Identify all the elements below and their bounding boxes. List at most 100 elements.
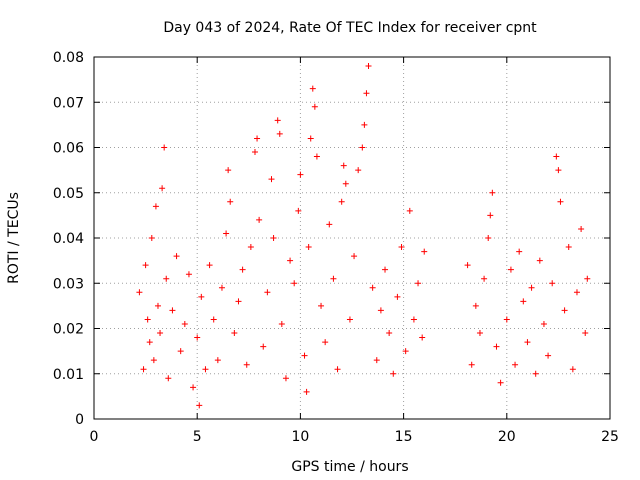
data-point [520,298,527,305]
y-tick-label: 0.02 [53,322,84,338]
data-point [485,235,492,241]
x-tick-label: 10 [291,429,309,445]
data-point [528,284,535,291]
data-point [524,339,531,346]
data-point [282,375,289,382]
y-tick-label: 0 [75,412,84,428]
data-point [493,343,500,350]
data-point [377,307,384,314]
data-point [256,216,263,223]
data-point [497,379,504,386]
data-point [363,90,370,97]
data-point [196,402,203,409]
y-tick-label: 0.06 [53,141,84,157]
data-point [553,153,560,160]
data-point [140,366,147,373]
data-point [330,275,337,282]
data-point [382,266,389,273]
data-point [481,275,488,282]
data-point [218,284,225,291]
data-point [142,262,149,269]
data-point [578,225,585,232]
data-point [146,339,153,346]
data-point [565,244,572,251]
data-point [303,388,310,395]
data-point [313,153,320,160]
data-point [487,212,494,219]
data-point [573,289,580,296]
data-point [154,302,161,309]
data-point [148,235,155,241]
data-point [227,198,234,205]
data-point [177,348,184,355]
data-point [419,334,426,341]
y-tick-label: 0.08 [53,50,84,66]
data-point [185,271,192,278]
data-point [305,244,312,251]
data-point [173,253,180,260]
data-point [297,171,304,178]
data-point [334,366,341,373]
data-point [223,230,230,237]
data-point [561,307,568,314]
data-point [225,167,232,174]
data-point [254,135,261,142]
data-point [557,198,564,205]
data-point [231,330,238,337]
data-point [516,248,523,255]
x-tick-label: 0 [90,429,99,445]
data-point [165,375,172,382]
data-point [476,330,483,337]
data-point [311,103,318,110]
data-point [390,370,397,377]
y-tick-label: 0.05 [53,186,84,202]
data-point [346,316,353,323]
data-point [549,280,556,287]
data-point [307,135,314,142]
data-point [239,266,246,273]
data-point [295,207,302,214]
data-point [194,334,201,341]
data-point [582,330,589,337]
data-point [359,144,366,151]
data-point [402,348,409,355]
data-point [342,180,349,187]
data-point [181,320,188,327]
data-point [540,320,547,327]
data-points [136,63,591,409]
x-tick-label: 25 [601,429,619,445]
data-point [163,275,170,282]
data-point [287,257,294,264]
data-point [394,293,401,300]
data-point [512,361,519,368]
y-tick-label: 0.01 [53,367,84,383]
data-point [169,307,176,314]
data-point [291,280,298,287]
data-point [136,289,143,296]
data-point [406,207,413,214]
x-tick-label: 20 [498,429,516,445]
data-point [260,343,267,350]
data-point [386,330,393,337]
x-tick-label: 5 [193,429,202,445]
y-tick-label: 0.07 [53,95,84,111]
grid [94,57,610,419]
data-point [545,352,552,359]
data-point [301,352,308,359]
data-point [355,167,362,174]
data-point [326,221,333,228]
x-tick-label: 15 [395,429,413,445]
data-point [210,316,217,323]
x-axis-label: GPS time / hours [291,459,408,475]
data-point [159,185,166,192]
plot-frame [93,56,611,420]
data-point [421,248,428,255]
data-point [190,384,197,391]
data-point [338,198,345,205]
data-point [584,275,591,282]
data-point [206,262,213,269]
data-point [274,117,281,124]
data-point [247,244,254,251]
data-point [340,162,347,169]
data-point [507,266,514,273]
